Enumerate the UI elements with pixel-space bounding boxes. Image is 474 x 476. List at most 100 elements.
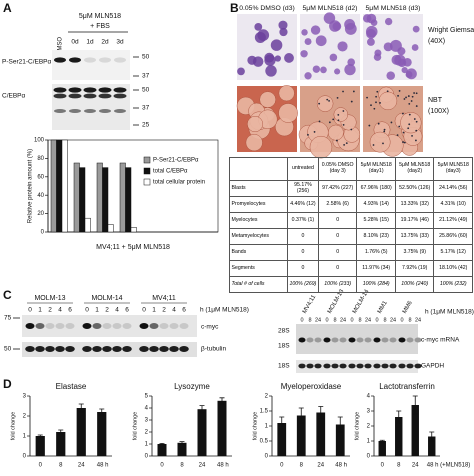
error-bar bbox=[379, 439, 385, 443]
lane-label: 8 bbox=[383, 317, 386, 323]
column-header: 0.05% DMSO (d3) bbox=[239, 5, 295, 12]
cell bbox=[323, 12, 336, 24]
band bbox=[68, 93, 82, 99]
band bbox=[364, 337, 372, 343]
x-tick-label: 48 h (+MLN518) bbox=[427, 463, 471, 469]
row-label: (100X) bbox=[428, 108, 449, 115]
x-tick-label: 8 bbox=[180, 463, 184, 469]
bar bbox=[130, 227, 137, 233]
cell bbox=[320, 66, 327, 74]
nbt-deposit bbox=[342, 110, 345, 112]
nbt-deposit bbox=[403, 98, 406, 100]
table-row: Bands 0 0 1.76% (5) 3.75% (9) 5.17% (12) bbox=[229, 244, 473, 261]
cell bbox=[265, 65, 277, 77]
nbt-deposit bbox=[382, 142, 384, 145]
table-cell: 100% (284) bbox=[356, 276, 396, 293]
table-cell: 0 bbox=[287, 260, 319, 277]
cell-line-label: MM6 bbox=[402, 300, 414, 315]
cell bbox=[254, 22, 263, 31]
y-tick-label: 4 bbox=[367, 394, 371, 400]
nbt-deposit bbox=[383, 130, 386, 133]
band bbox=[339, 337, 347, 343]
y-tick-label: 0.5 bbox=[260, 439, 269, 445]
band bbox=[65, 346, 75, 352]
table-cell: 4.93% (14) bbox=[356, 196, 396, 213]
band bbox=[414, 363, 422, 369]
size-marker: 50 bbox=[142, 87, 150, 94]
band bbox=[348, 363, 356, 369]
cell bbox=[369, 131, 391, 153]
table-cell: Promyelocytes bbox=[229, 196, 288, 213]
cell bbox=[378, 91, 398, 111]
error-bar bbox=[429, 431, 435, 442]
cell bbox=[304, 38, 312, 46]
band bbox=[53, 87, 67, 93]
chart-title: Elastase bbox=[56, 382, 87, 391]
band bbox=[84, 57, 96, 63]
nbt-deposit bbox=[411, 95, 414, 98]
size-marker: 50 bbox=[4, 346, 12, 353]
band bbox=[82, 323, 92, 329]
x-tick-label: 8 bbox=[59, 463, 63, 469]
cell bbox=[257, 29, 270, 41]
table-cell: 5μM MLN518 (day2) bbox=[394, 157, 435, 181]
size-marker: 18S bbox=[278, 343, 290, 350]
row-label: Wright Giemsa bbox=[428, 27, 474, 34]
nbt-deposit bbox=[313, 131, 316, 133]
y-tick-label: 100 bbox=[34, 138, 45, 144]
cell bbox=[316, 95, 334, 112]
nbt-deposit bbox=[377, 122, 380, 125]
table-cell: 19.17% (46) bbox=[394, 212, 435, 229]
error-bar bbox=[279, 416, 285, 430]
y-tick-label: 20 bbox=[37, 211, 44, 217]
band bbox=[373, 337, 381, 343]
band bbox=[98, 93, 112, 99]
band bbox=[356, 363, 364, 369]
nbt-deposit bbox=[343, 143, 346, 146]
band-label: c-myc mRNA bbox=[421, 337, 460, 344]
nbt-deposit bbox=[396, 134, 399, 136]
y-tick-label: 0 bbox=[23, 454, 27, 460]
y-axis-label: fold change bbox=[252, 412, 258, 440]
band bbox=[55, 323, 65, 329]
nbt-deposit bbox=[335, 139, 338, 142]
treatment: + FBS bbox=[90, 23, 110, 30]
bar bbox=[102, 167, 109, 233]
band bbox=[381, 363, 389, 369]
y-axis-label: fold change bbox=[354, 412, 360, 440]
table-cell: 8.10% (23) bbox=[356, 228, 396, 245]
band bbox=[45, 346, 55, 352]
table-cell: 0 bbox=[317, 244, 358, 261]
cell bbox=[247, 116, 264, 133]
cell bbox=[384, 17, 393, 26]
table-cell: 18.10% (42) bbox=[433, 260, 473, 277]
y-tick-label: 3 bbox=[23, 394, 27, 400]
nbt-deposit bbox=[345, 142, 348, 144]
lane-label: 4 bbox=[172, 307, 176, 314]
x-tick-label: 0 bbox=[381, 463, 385, 469]
y-tick-label: 2 bbox=[23, 414, 27, 420]
nbt-deposit bbox=[415, 129, 418, 132]
band bbox=[113, 87, 127, 93]
band bbox=[149, 323, 159, 329]
band bbox=[35, 323, 45, 329]
lane-label: 0 bbox=[325, 317, 328, 323]
lane-label: 24 bbox=[315, 317, 321, 323]
nbt-deposit bbox=[326, 98, 329, 101]
cell bbox=[344, 23, 357, 35]
band bbox=[69, 57, 81, 63]
y-axis-label: Relative protein amount (%) bbox=[28, 149, 34, 223]
lane-label: 24 bbox=[390, 317, 396, 323]
y-tick-label: 5 bbox=[145, 394, 149, 400]
table-cell: Total # of cells bbox=[229, 276, 288, 293]
band bbox=[159, 323, 169, 329]
table-row: Segments 0 0 11.97% (34) 7.92% (19) 18.10% (4… bbox=[229, 260, 473, 277]
band bbox=[406, 363, 414, 369]
bar bbox=[73, 162, 80, 233]
table-cell: 0 bbox=[287, 244, 319, 261]
table-cell: 52.50% (126) bbox=[394, 180, 435, 197]
lane-label: 2 bbox=[48, 307, 52, 314]
table-cell: 67.96% (180) bbox=[356, 180, 396, 197]
band bbox=[381, 337, 389, 343]
cell bbox=[312, 65, 321, 73]
